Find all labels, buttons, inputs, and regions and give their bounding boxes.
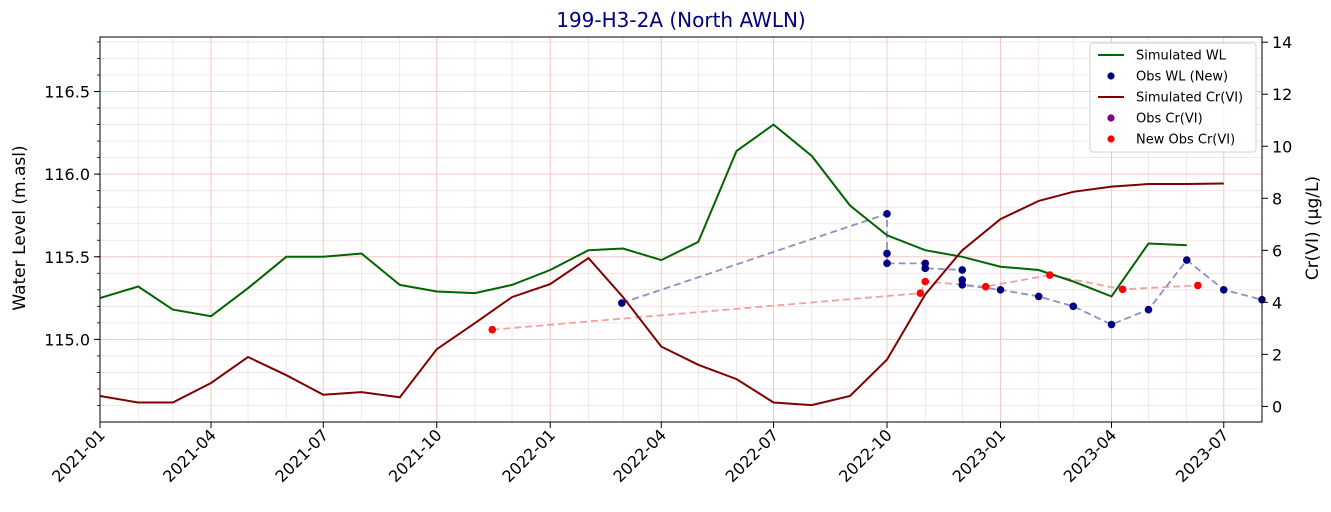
x-tick-label: 2022-01 [498, 425, 559, 486]
obs-wl-point [1034, 292, 1043, 301]
x-tick-label: 2021-04 [159, 425, 220, 486]
new-obs-crvi-point [916, 289, 925, 298]
obs-wl-point [617, 299, 626, 307]
obs-wl-point [958, 266, 967, 274]
legend-swatch [1107, 114, 1115, 122]
y-left-tick-label: 115.0 [44, 330, 90, 349]
x-tick-label: 2021-10 [385, 425, 446, 486]
y-right-tick-label: 8 [1272, 189, 1282, 208]
plot-frame [99, 36, 1263, 423]
new-obs-crvi-point [981, 282, 990, 291]
obs-wl-point [1069, 302, 1078, 311]
chart-title: 199-H3-2A (North AWLN) [556, 8, 806, 32]
legend-box [1089, 42, 1257, 153]
y-axis-left-label: Water Level (m.asl) [10, 145, 30, 310]
y-right-tick-label: 0 [1272, 397, 1282, 416]
obs-wl-connector [621, 212, 1263, 326]
simulated-wl-line [99, 123, 1187, 318]
new-obs-crvi-point [1194, 281, 1202, 290]
simulated-crvi-line [99, 182, 1224, 407]
new-obs-crvi-point [1046, 271, 1054, 279]
obs-wl-point [1144, 305, 1153, 314]
legend-entry-label: Obs WL (New) [1136, 70, 1228, 85]
grid [99, 37, 1263, 423]
x-tick-label: 2021-07 [271, 425, 332, 486]
legend: Simulated WL Obs WL (New) Simulated Cr(VI)… [1089, 42, 1257, 153]
y-right-tick-label: 12 [1272, 85, 1292, 104]
new-obs-crvi-connector [492, 274, 1198, 331]
x-tick-label: 2023-04 [1060, 425, 1121, 486]
x-tick-label: 2022-10 [835, 425, 896, 486]
obs-wl-point [883, 249, 891, 258]
y-left-tick-label: 116.5 [44, 83, 90, 102]
legend-swatch [1107, 135, 1115, 143]
x-tick-label: 2022-07 [722, 425, 783, 486]
series-layer [99, 123, 1266, 407]
legend-swatch [1107, 72, 1115, 80]
y-axis-right-label: Cr(VI) (µg/L) [1303, 176, 1323, 280]
new-obs-crvi-point [921, 277, 930, 286]
x-tick-label: 2022-04 [609, 425, 670, 486]
obs-wl-point [883, 210, 891, 218]
y-right-tick-label: 14 [1272, 33, 1292, 52]
obs-wl-point [996, 286, 1005, 294]
new-obs-crvi-point [1118, 285, 1127, 294]
legend-entry-label: Obs Cr(VI) [1136, 112, 1203, 127]
y-right-tick-label: 4 [1272, 293, 1282, 312]
y-right-tick-label: 10 [1272, 137, 1292, 156]
y-left-tick-label: 116.0 [44, 165, 90, 184]
x-tick-label: 2021-01 [48, 425, 109, 486]
y-right-tick-label: 6 [1272, 241, 1282, 260]
obs-wl-point [1182, 256, 1191, 264]
new-obs-crvi-point [488, 325, 497, 334]
obs-wl-point [921, 264, 930, 273]
obs-wl-point [958, 281, 967, 289]
y-left-tick-label: 115.5 [44, 248, 90, 267]
x-tick-label: 2023-01 [949, 425, 1010, 486]
legend-entry-label: Simulated Cr(VI) [1136, 91, 1243, 106]
obs-wl-point [1219, 286, 1228, 294]
y-right-tick-label: 2 [1272, 345, 1282, 364]
legend-entry-label: New Obs Cr(VI) [1136, 133, 1235, 148]
legend-entry-label: Simulated WL [1136, 49, 1227, 64]
x-tick-label: 2023-07 [1172, 425, 1233, 486]
obs-wl-point [883, 259, 891, 268]
obs-wl-point [1107, 320, 1116, 329]
